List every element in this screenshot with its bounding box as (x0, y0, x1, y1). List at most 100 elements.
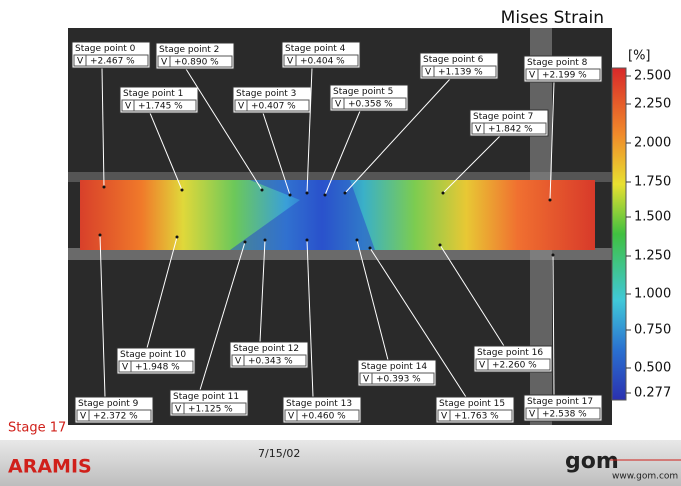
value-row (231, 354, 307, 367)
colorbar-tick-label: 2.250 (634, 97, 671, 112)
point-value: +2.467 % (90, 57, 135, 67)
point-type: V (479, 361, 486, 371)
point-value: +2.538 % (542, 410, 587, 420)
point-value: +0.343 % (248, 357, 293, 367)
stage-point (263, 238, 267, 242)
point-value: +1.125 % (188, 405, 233, 415)
point-type: V (287, 57, 294, 67)
point-value: +1.948 % (135, 363, 180, 373)
point-value: +1.139 % (438, 68, 483, 78)
colorbar-unit: [%] (628, 49, 651, 64)
leader-line (149, 112, 183, 191)
point-type: V (475, 125, 482, 135)
logo: gom (565, 449, 619, 474)
value-row (118, 360, 194, 373)
strain-low-zone (230, 180, 375, 250)
point-label: Stage point 5 (333, 87, 393, 97)
leader-line (356, 239, 389, 361)
stage-point (243, 240, 247, 244)
point-value: +0.404 % (300, 57, 345, 67)
point-type: V (235, 357, 242, 367)
value-row (234, 99, 310, 112)
point-type: V (441, 412, 448, 422)
leader-line (306, 239, 314, 398)
stage-point (323, 193, 327, 197)
point-label: Stage point 8 (527, 58, 588, 68)
point-label: Stage point 6 (423, 55, 484, 65)
colorbar (611, 67, 627, 401)
point-type: V (529, 410, 536, 420)
stage-point (438, 243, 442, 247)
point-value: +2.260 % (492, 361, 537, 371)
point-type: V (529, 71, 536, 81)
specimen-edge (68, 248, 612, 260)
point-label: Stage point 14 (361, 362, 427, 372)
stage-label: Stage 17 (8, 421, 66, 436)
colorbar-tick-label: 2.500 (634, 69, 671, 84)
point-value: +1.842 % (488, 125, 533, 135)
leader-line (344, 78, 451, 194)
point-value: +0.407 % (251, 102, 296, 112)
leader-line (185, 68, 263, 191)
point-label: Stage point 2 (159, 45, 219, 55)
specimen-edge (68, 172, 612, 182)
colorbar-tick-label: 2.000 (634, 136, 671, 151)
value-row (525, 68, 601, 81)
colorbar-tick-label: 0.500 (634, 361, 671, 376)
leader-line (146, 236, 178, 349)
point-type: V (363, 375, 370, 385)
title: Mises Strain (501, 8, 604, 28)
point-label: Stage point 11 (173, 392, 239, 402)
leader-line (99, 234, 106, 398)
point-label: Stage point 9 (78, 399, 139, 409)
point-type: V (161, 58, 168, 68)
point-label: Stage point 10 (120, 350, 186, 360)
stage-point (355, 238, 359, 242)
leader-line (259, 239, 266, 343)
stage-point (260, 188, 264, 192)
point-type: V (80, 412, 87, 422)
point-value: +0.460 % (301, 412, 346, 422)
value-row (283, 54, 359, 67)
point-label: Stage point 17 (527, 397, 593, 407)
point-value: +1.745 % (138, 102, 183, 112)
point-type: V (425, 68, 432, 78)
value-row (475, 358, 551, 371)
point-value: +0.358 % (348, 100, 393, 110)
value-row (284, 409, 360, 422)
value-row (157, 55, 233, 68)
stage-point (180, 188, 184, 192)
value-row (171, 402, 247, 415)
leader-line (199, 241, 246, 391)
footer-bar (0, 440, 681, 486)
leader-line (552, 254, 555, 396)
point-type: V (122, 363, 129, 373)
point-label: Stage point 1 (123, 89, 183, 99)
point-value: +0.890 % (174, 58, 219, 68)
point-label: Stage point 13 (286, 399, 352, 409)
colorbar-tick-label: 1.250 (634, 249, 671, 264)
point-type: V (335, 100, 342, 110)
value-row (437, 409, 513, 422)
value-row (421, 65, 497, 78)
product-name: ARAMIS (8, 456, 92, 478)
stage-point (288, 193, 292, 197)
leader-line (262, 112, 291, 196)
leader-line (369, 247, 467, 398)
stage-point (548, 198, 552, 202)
stage-point (102, 185, 106, 189)
point-label: Stage point 12 (233, 344, 299, 354)
value-row (121, 99, 197, 112)
stage-point (98, 233, 102, 237)
leader-line (101, 67, 105, 188)
colorbar-tick-label: 0.750 (634, 323, 671, 338)
point-type: V (288, 412, 295, 422)
colorbar-tick-label: 0.277 (634, 386, 671, 401)
date: 7/15/02 (258, 447, 300, 460)
value-row (471, 122, 547, 135)
point-label: Stage point 0 (75, 44, 136, 54)
stage-point (305, 238, 309, 242)
colorbar-tick-label: 1.750 (634, 175, 671, 190)
